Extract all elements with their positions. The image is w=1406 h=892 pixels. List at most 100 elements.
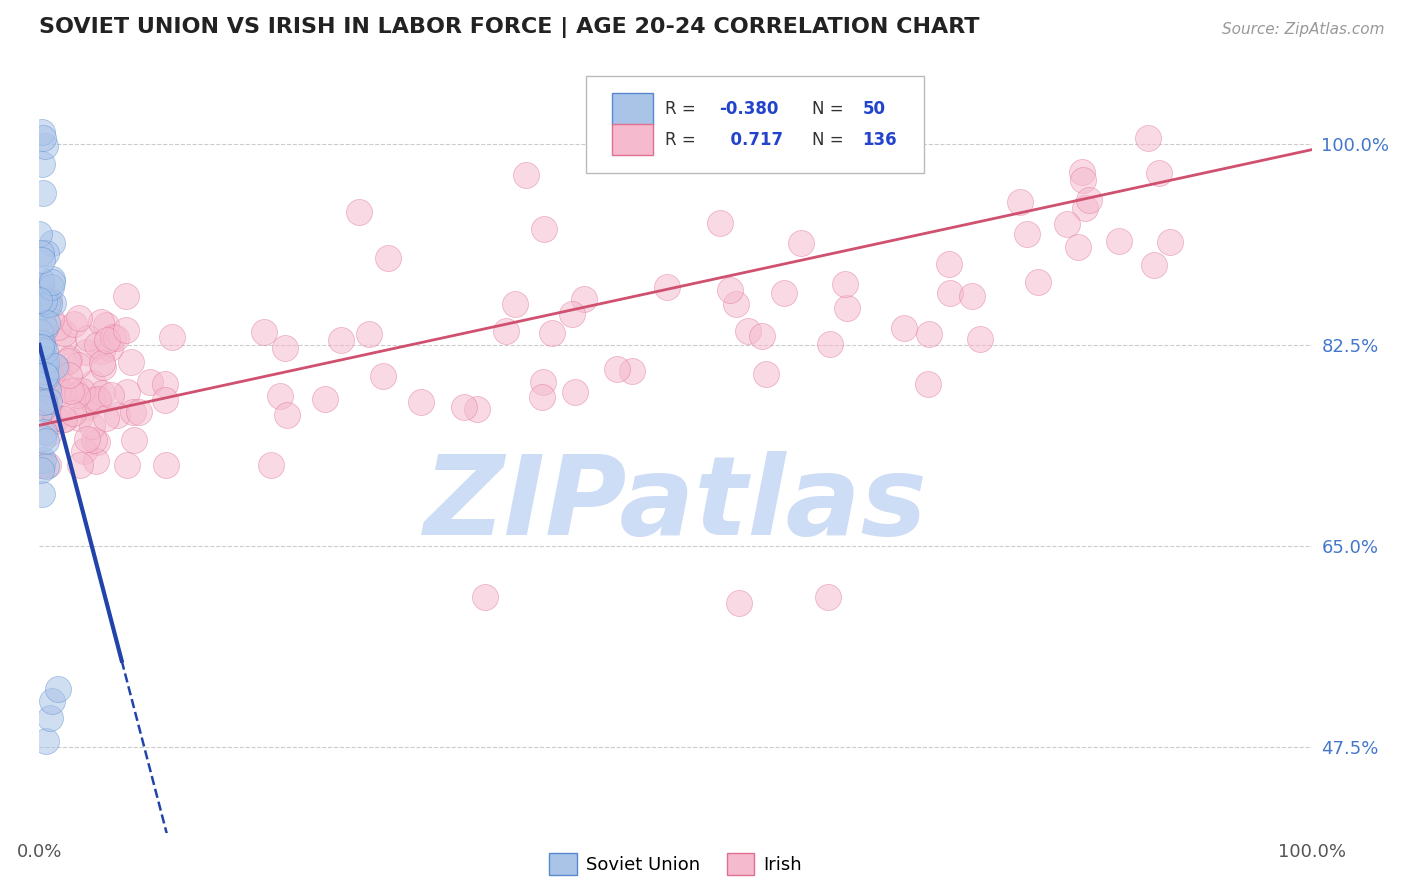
Point	[35, 434, 58, 448]
Point	[38, 426, 60, 441]
Point	[773, 286, 796, 301]
Point	[44, 414, 66, 428]
Point	[31, 246, 53, 260]
Point	[751, 329, 773, 343]
Point	[28, 325, 51, 339]
Point	[260, 458, 283, 473]
Point	[105, 331, 128, 345]
Point	[122, 405, 145, 419]
Point	[73, 443, 96, 458]
Point	[34, 291, 56, 305]
Point	[39, 280, 62, 294]
Point	[96, 333, 118, 347]
Point	[31, 157, 53, 171]
Point	[32, 431, 55, 445]
Point	[62, 317, 84, 331]
Text: 50: 50	[862, 100, 886, 118]
Point	[28, 227, 51, 241]
Point	[1008, 195, 1031, 210]
FancyBboxPatch shape	[612, 124, 652, 155]
Point	[31, 322, 53, 336]
Point	[276, 408, 298, 422]
Point	[917, 377, 939, 392]
Point	[82, 419, 104, 434]
Point	[101, 329, 124, 343]
Point	[969, 333, 991, 347]
Text: N =: N =	[811, 100, 848, 118]
Legend: Soviet Union, Irish: Soviet Union, Irish	[543, 846, 808, 882]
Point	[115, 289, 138, 303]
Point	[30, 463, 52, 477]
Point	[160, 330, 183, 344]
Point	[34, 368, 56, 382]
Point	[67, 410, 90, 425]
Point	[1056, 217, 1078, 231]
Point	[91, 385, 114, 400]
Point	[515, 168, 537, 182]
Point	[1070, 164, 1092, 178]
Point	[39, 371, 62, 385]
Point	[1147, 166, 1170, 180]
Point	[728, 596, 751, 610]
Point	[38, 293, 60, 307]
Point	[38, 297, 60, 311]
Point	[755, 367, 778, 381]
Point	[48, 682, 70, 697]
Point	[32, 351, 55, 366]
Point	[1136, 131, 1159, 145]
Point	[28, 300, 51, 314]
Point	[32, 425, 55, 439]
Point	[52, 335, 75, 350]
Text: R =: R =	[665, 130, 702, 149]
Point	[817, 591, 839, 605]
Text: 136: 136	[862, 130, 897, 149]
Point	[35, 246, 58, 260]
Point	[82, 376, 104, 391]
Point	[31, 335, 53, 350]
Point	[67, 358, 90, 372]
Point	[709, 216, 731, 230]
Point	[531, 375, 554, 389]
Point	[377, 252, 399, 266]
Point	[31, 346, 53, 360]
Point	[31, 391, 53, 405]
Point	[28, 293, 51, 307]
Point	[48, 363, 70, 377]
Point	[34, 364, 56, 378]
Text: R =: R =	[665, 100, 702, 118]
Point	[105, 409, 128, 423]
Point	[115, 323, 138, 337]
Point	[1143, 258, 1166, 272]
Point	[59, 384, 82, 399]
Point	[139, 376, 162, 390]
Point	[46, 320, 69, 334]
Point	[533, 221, 555, 235]
Point	[37, 458, 59, 473]
Point	[561, 306, 583, 320]
Point	[94, 410, 117, 425]
Point	[52, 412, 75, 426]
Point	[62, 406, 84, 420]
Point	[1073, 201, 1095, 215]
Point	[67, 310, 90, 325]
Point	[1159, 235, 1181, 249]
Point	[63, 383, 86, 397]
Point	[153, 377, 176, 392]
Point	[359, 326, 381, 341]
Point	[42, 296, 65, 310]
Point	[453, 400, 475, 414]
Point	[495, 324, 517, 338]
Point	[938, 285, 960, 300]
Point	[34, 321, 56, 335]
Point	[790, 235, 813, 250]
Point	[80, 393, 103, 408]
Point	[44, 359, 66, 373]
Point	[117, 458, 139, 473]
Point	[56, 353, 79, 368]
Point	[91, 360, 114, 375]
Point	[30, 278, 52, 293]
Point	[32, 453, 55, 467]
Point	[98, 341, 121, 355]
Point	[371, 369, 394, 384]
Point	[835, 301, 858, 316]
